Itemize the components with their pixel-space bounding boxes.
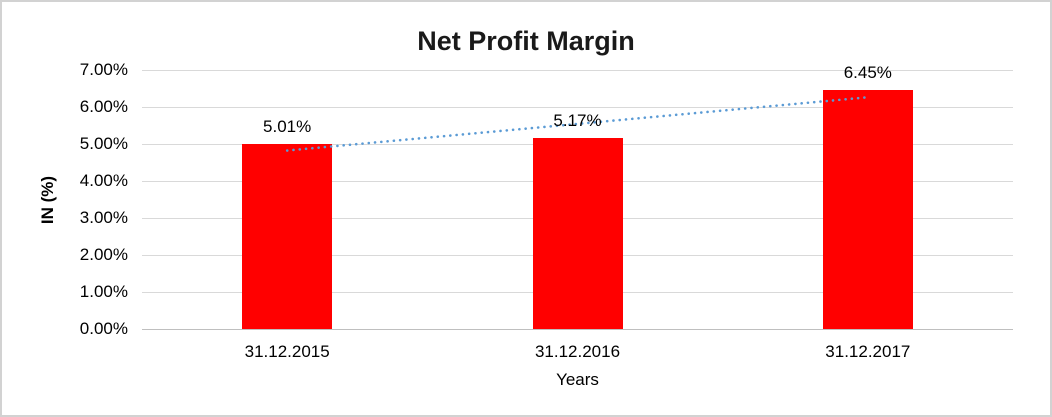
y-tick-label: 3.00% xyxy=(79,208,128,227)
x-tick-label: 31.12.2017 xyxy=(825,342,911,361)
x-tick-label: 31.12.2016 xyxy=(534,342,621,361)
bar-31.12.2016[interactable] xyxy=(532,137,623,329)
y-tick-label: 2.00% xyxy=(79,245,128,264)
y-tick-label: 4.00% xyxy=(79,171,128,190)
gridline xyxy=(142,70,1013,71)
y-tick-label: 7.00% xyxy=(79,60,128,79)
x-axis-title: Years xyxy=(556,370,599,389)
bar-value-label: 6.45% xyxy=(843,63,892,83)
x-tick-label: 31.12.2015 xyxy=(244,342,330,361)
y-tick-label: 1.00% xyxy=(79,282,128,301)
bar-value-label: 5.17% xyxy=(553,110,602,130)
bar-value-label: 5.01% xyxy=(263,116,312,136)
bar-31.12.2015[interactable] xyxy=(242,143,333,329)
y-tick-label: 0.00% xyxy=(79,319,128,338)
plot-area xyxy=(142,70,1013,330)
chart-title[interactable]: Net Profit Margin xyxy=(417,26,635,56)
y-tick-label: 6.00% xyxy=(79,97,128,116)
bar-31.12.2017[interactable] xyxy=(822,90,913,329)
x-axis-line xyxy=(142,329,1013,330)
y-tick-label: 5.00% xyxy=(79,134,128,153)
